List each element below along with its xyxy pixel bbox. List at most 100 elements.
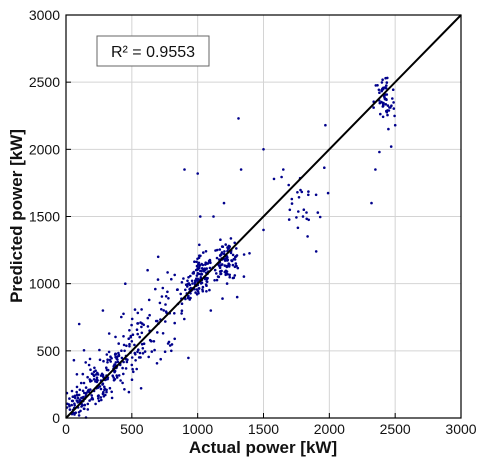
data-point bbox=[378, 91, 381, 94]
data-point bbox=[110, 396, 114, 400]
data-point bbox=[233, 258, 237, 261]
data-point bbox=[86, 402, 90, 406]
data-point bbox=[130, 317, 134, 321]
data-point bbox=[109, 355, 112, 359]
data-point bbox=[374, 168, 377, 171]
data-point bbox=[221, 245, 225, 248]
data-point bbox=[103, 385, 106, 389]
data-point bbox=[97, 397, 100, 400]
data-point bbox=[77, 322, 81, 326]
data-point bbox=[106, 368, 110, 372]
data-point bbox=[133, 351, 137, 355]
data-point bbox=[382, 104, 385, 107]
data-point bbox=[104, 393, 107, 397]
data-point bbox=[132, 370, 135, 374]
data-point bbox=[387, 109, 391, 112]
data-point bbox=[136, 332, 139, 336]
data-point bbox=[297, 210, 300, 213]
data-point bbox=[75, 399, 79, 402]
data-point bbox=[120, 356, 124, 360]
data-point bbox=[141, 352, 145, 355]
data-point bbox=[75, 393, 79, 397]
data-point bbox=[106, 358, 109, 362]
data-point bbox=[107, 350, 111, 354]
data-point bbox=[86, 408, 90, 411]
data-point bbox=[295, 216, 298, 219]
data-point bbox=[262, 148, 265, 151]
data-point bbox=[97, 399, 101, 403]
data-point bbox=[180, 312, 183, 315]
data-point bbox=[301, 215, 305, 218]
data-point bbox=[248, 252, 251, 255]
data-point bbox=[161, 286, 165, 290]
data-point bbox=[121, 366, 124, 370]
data-point bbox=[136, 350, 139, 354]
data-point bbox=[314, 193, 318, 197]
data-point bbox=[123, 349, 126, 353]
data-point bbox=[100, 372, 104, 376]
data-point bbox=[141, 347, 145, 350]
data-point bbox=[100, 398, 103, 402]
x-tick-label: 1000 bbox=[182, 421, 213, 437]
data-point bbox=[179, 292, 182, 296]
data-point bbox=[233, 255, 237, 259]
data-point bbox=[119, 379, 122, 382]
data-point bbox=[370, 201, 373, 205]
data-point bbox=[101, 375, 105, 378]
data-point bbox=[188, 298, 191, 301]
data-point bbox=[208, 288, 211, 292]
data-point bbox=[231, 253, 235, 257]
data-point bbox=[196, 172, 199, 175]
y-tick-label: 500 bbox=[37, 343, 61, 359]
data-point bbox=[124, 282, 127, 286]
x-tick-label: 2000 bbox=[314, 421, 345, 437]
data-point bbox=[117, 342, 120, 345]
data-point bbox=[136, 322, 139, 325]
data-point bbox=[391, 88, 395, 91]
y-tick-label: 0 bbox=[52, 410, 60, 426]
data-point bbox=[70, 389, 74, 393]
data-point bbox=[72, 411, 75, 415]
data-point bbox=[202, 251, 205, 254]
data-point bbox=[87, 363, 91, 367]
data-point bbox=[383, 95, 386, 98]
data-point bbox=[387, 127, 390, 131]
data-point bbox=[212, 215, 215, 218]
data-point bbox=[307, 190, 310, 193]
data-point bbox=[140, 342, 144, 346]
data-point bbox=[233, 241, 236, 245]
data-point bbox=[107, 332, 111, 335]
data-point bbox=[86, 375, 89, 379]
data-point bbox=[180, 281, 184, 284]
y-tick-label: 2000 bbox=[29, 141, 60, 157]
data-point bbox=[146, 325, 150, 328]
data-point bbox=[195, 260, 198, 264]
data-point bbox=[389, 106, 392, 109]
data-point bbox=[125, 344, 128, 348]
data-point bbox=[139, 356, 142, 359]
data-point bbox=[282, 168, 285, 171]
data-point bbox=[193, 260, 196, 264]
data-point bbox=[105, 353, 109, 356]
data-point bbox=[380, 89, 384, 93]
data-point bbox=[378, 150, 381, 154]
data-point bbox=[88, 399, 91, 402]
annotation-box: R² = 0.9553 bbox=[96, 35, 210, 67]
data-point bbox=[392, 101, 395, 104]
data-point bbox=[156, 278, 160, 281]
data-point bbox=[98, 348, 101, 352]
data-point bbox=[94, 369, 97, 373]
data-point bbox=[73, 395, 76, 399]
data-point bbox=[123, 388, 126, 391]
data-point bbox=[231, 263, 235, 267]
data-point bbox=[175, 288, 179, 292]
data-point bbox=[208, 258, 212, 262]
y-tick-label: 3000 bbox=[29, 7, 60, 23]
data-point bbox=[122, 360, 125, 364]
data-point bbox=[113, 363, 116, 366]
data-point bbox=[391, 97, 394, 100]
data-point bbox=[385, 110, 389, 114]
data-point bbox=[163, 350, 167, 354]
data-point bbox=[121, 381, 124, 385]
data-point bbox=[77, 414, 81, 417]
